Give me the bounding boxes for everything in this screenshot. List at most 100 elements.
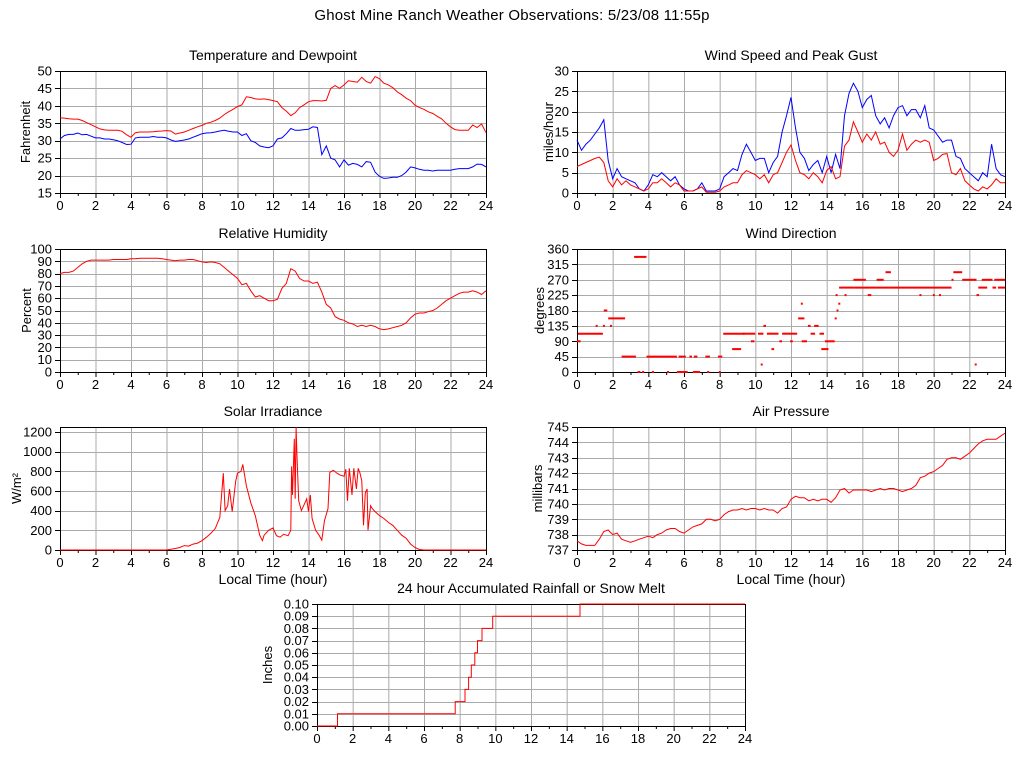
x-tick-label: 16 xyxy=(337,377,351,392)
x-tick-label: 14 xyxy=(301,198,315,213)
y-tick-label: 0.01 xyxy=(284,706,309,721)
grid-lines xyxy=(317,604,745,726)
x-tick-label: 24 xyxy=(479,198,493,213)
x-tick-label: 16 xyxy=(855,555,869,570)
x-tick-labels: 0 2 4 6 8 10 12 14 16 18 20 22 24 xyxy=(573,198,1012,213)
x-tick-labels: 0 2 4 6 8 10 12 14 16 18 20 22 24 xyxy=(56,377,493,392)
x-tick-label: 2 xyxy=(349,731,356,746)
grid-lines xyxy=(60,71,486,193)
y-tick-label: 0.03 xyxy=(284,682,309,697)
x-tick-label: 6 xyxy=(163,198,170,213)
series-dewpoint xyxy=(59,126,487,179)
grid-lines xyxy=(60,427,486,550)
x-tick-label: 0 xyxy=(56,555,63,570)
y-tick-label: 30 xyxy=(555,64,569,79)
y-axis-label: Percent xyxy=(19,288,34,333)
y-tick-label: 0 xyxy=(562,186,569,201)
y-tick-label: 744 xyxy=(547,435,569,450)
y-tick-label: 10 xyxy=(555,145,569,160)
y-tick-label: 0 xyxy=(45,543,52,558)
x-tick-label: 18 xyxy=(631,731,645,746)
x-tick-label: 22 xyxy=(962,198,976,213)
y-tick-label: 40 xyxy=(38,98,52,113)
y-tick-labels: 15 20 25 30 35 40 45 50 xyxy=(38,64,52,201)
y-tick-label: 90 xyxy=(38,254,52,269)
axis-ticks xyxy=(55,432,487,555)
x-tick-label: 8 xyxy=(716,377,723,392)
chart-title: 24 hour Accumulated Rainfall or Snow Mel… xyxy=(397,580,665,596)
x-tick-label: 12 xyxy=(266,555,280,570)
chart-title: Temperature and Dewpoint xyxy=(189,47,357,63)
x-tick-label: 8 xyxy=(198,555,205,570)
x-tick-label: 16 xyxy=(337,555,351,570)
grid-lines xyxy=(577,427,1005,550)
chart-title: Wind Speed and Peak Gust xyxy=(705,47,878,63)
x-tick-label: 20 xyxy=(408,555,422,570)
x-tick-label: 24 xyxy=(998,377,1012,392)
y-tick-label: 741 xyxy=(547,481,569,496)
y-axis-label: Fahrenheit xyxy=(18,101,33,164)
x-tick-label: 20 xyxy=(408,377,422,392)
y-tick-label: 25 xyxy=(38,151,52,166)
x-tick-label: 2 xyxy=(92,198,99,213)
series-solar xyxy=(60,426,486,551)
grid-lines xyxy=(577,71,1005,193)
x-tick-label: 6 xyxy=(680,377,687,392)
y-tick-label: 0.07 xyxy=(284,633,309,648)
x-tick-label: 24 xyxy=(998,555,1012,570)
chart-air-pressure: 0 2 4 6 8 10 12 14 16 18 20 22 247377387397407417427… xyxy=(530,403,1012,587)
x-tick-label: 10 xyxy=(748,555,762,570)
y-axis-label: W/m² xyxy=(9,472,24,504)
x-tick-label: 0 xyxy=(56,377,63,392)
x-tick-label: 16 xyxy=(595,731,609,746)
y-tick-label: 225 xyxy=(547,288,569,303)
page-title: Ghost Mine Ranch Weather Observations: 5… xyxy=(314,7,710,24)
x-tick-label: 12 xyxy=(266,198,280,213)
y-axis-label: degrees xyxy=(532,287,547,334)
y-tick-label: 0.06 xyxy=(284,645,309,660)
x-tick-label: 18 xyxy=(372,377,386,392)
x-tick-label: 0 xyxy=(573,198,580,213)
x-tick-label: 10 xyxy=(230,555,244,570)
x-tick-label: 0 xyxy=(573,555,580,570)
x-tick-label: 2 xyxy=(609,555,616,570)
y-tick-label: 0.05 xyxy=(284,658,309,673)
x-tick-label: 12 xyxy=(784,377,798,392)
x-tick-label: 8 xyxy=(198,377,205,392)
y-tick-label: 0.10 xyxy=(284,597,309,612)
y-tick-label: 45 xyxy=(38,81,52,96)
x-tick-labels: 0 2 4 6 8 10 12 14 16 18 20 22 24 xyxy=(573,555,1012,570)
x-axis-label: Local Time (hour) xyxy=(737,571,846,587)
x-tick-label: 18 xyxy=(891,198,905,213)
x-tick-labels: 0 2 4 6 8 10 12 14 16 18 20 22 24 xyxy=(313,731,752,746)
y-tick-label: 25 xyxy=(555,84,569,99)
y-tick-label: 745 xyxy=(547,420,569,435)
y-tick-label: 15 xyxy=(555,125,569,140)
grid-lines xyxy=(577,249,1005,372)
chart-temperature-dewpoint: 0 2 4 6 8 10 12 14 16 18 20 22 241520253035404550Tem… xyxy=(18,47,493,213)
y-tick-label: 0.02 xyxy=(284,694,309,709)
x-tick-label: 22 xyxy=(443,555,457,570)
x-tick-label: 18 xyxy=(372,555,386,570)
x-tick-label: 12 xyxy=(784,198,798,213)
x-tick-label: 18 xyxy=(891,555,905,570)
x-tick-label: 6 xyxy=(163,555,170,570)
x-tick-label: 10 xyxy=(748,198,762,213)
x-tick-label: 20 xyxy=(926,198,940,213)
y-axis-label: Inches xyxy=(260,645,275,684)
x-tick-label: 8 xyxy=(716,198,723,213)
y-tick-label: 740 xyxy=(547,496,569,511)
x-tick-label: 14 xyxy=(301,555,315,570)
y-tick-label: 1000 xyxy=(23,444,52,459)
axis-ticks xyxy=(55,249,487,377)
series-wind-direction xyxy=(577,255,1005,373)
x-tick-label: 10 xyxy=(230,377,244,392)
x-tick-label: 18 xyxy=(372,198,386,213)
x-tick-label: 20 xyxy=(666,731,680,746)
y-tick-label: 743 xyxy=(547,450,569,465)
chart-solar-irradiance: 0 2 4 6 8 10 12 14 16 18 20 22 240200400600800100012… xyxy=(9,403,493,587)
x-tick-label: 2 xyxy=(609,198,616,213)
y-tick-label: 180 xyxy=(547,303,569,318)
x-tick-label: 10 xyxy=(230,198,244,213)
x-tick-label: 12 xyxy=(266,377,280,392)
